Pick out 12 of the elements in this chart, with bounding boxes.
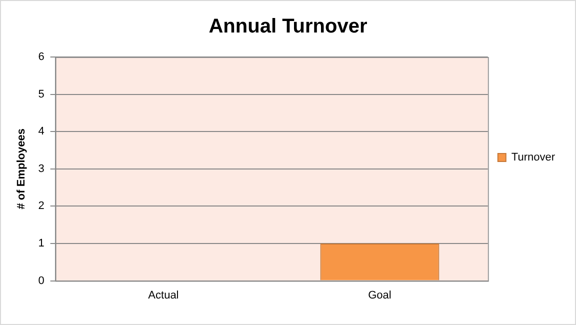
y-tick-label: 1 [38,238,44,250]
y-tick-label: 2 [38,200,44,212]
y-tick-label: 0 [38,274,44,287]
chart-title: Annual Turnover [208,16,368,38]
y-tick-label: 5 [38,88,44,100]
x-tick-label: Actual [148,289,179,302]
y-axis-title: # of Employees [16,128,28,210]
y-tick-label: 4 [38,126,44,138]
x-tick-label: Goal [368,289,392,302]
legend-label: Turnover [511,152,556,164]
y-tick-label: 3 [38,162,44,175]
y-tick-label: 6 [38,51,44,64]
